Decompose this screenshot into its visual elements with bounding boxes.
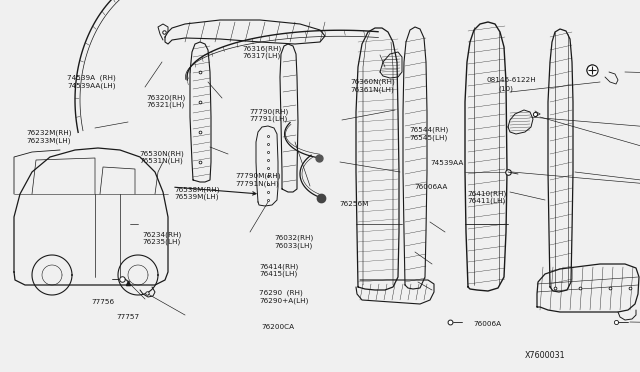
Text: 76290+A(LH): 76290+A(LH): [259, 297, 308, 304]
Text: 74539AA(LH): 74539AA(LH): [67, 82, 116, 89]
Text: 76200CA: 76200CA: [261, 324, 294, 330]
Text: (10): (10): [498, 85, 513, 92]
Text: 77757: 77757: [116, 314, 140, 320]
Text: 76415(LH): 76415(LH): [259, 271, 298, 278]
Text: 77756: 77756: [92, 299, 115, 305]
Text: X7600031: X7600031: [525, 351, 565, 360]
Text: 76414(RH): 76414(RH): [259, 263, 298, 270]
Text: 76545(LH): 76545(LH): [410, 134, 448, 141]
Text: 76360N(RH): 76360N(RH): [351, 78, 396, 85]
Text: 76317(LH): 76317(LH): [242, 52, 280, 59]
Text: 76256M: 76256M: [339, 201, 369, 207]
Text: 76316(RH): 76316(RH): [242, 45, 281, 52]
Text: 77790M(RH): 77790M(RH): [236, 173, 281, 179]
Text: 76232M(RH): 76232M(RH): [27, 130, 72, 137]
Text: 76410(RH): 76410(RH): [467, 190, 506, 197]
Text: 76032(RH): 76032(RH): [274, 235, 313, 241]
Text: 76531N(LH): 76531N(LH): [140, 157, 183, 164]
Text: 76006AA: 76006AA: [415, 184, 448, 190]
Text: 76234(RH): 76234(RH): [142, 231, 181, 238]
Text: 76233M(LH): 76233M(LH): [27, 137, 72, 144]
Text: 76361N(LH): 76361N(LH): [351, 86, 394, 93]
Text: 76290  (RH): 76290 (RH): [259, 290, 303, 296]
Text: 76235(LH): 76235(LH): [142, 238, 180, 245]
Text: 77791N(LH): 77791N(LH): [236, 180, 279, 187]
Text: 76539M(LH): 76539M(LH): [174, 194, 219, 201]
Text: 76530N(RH): 76530N(RH): [140, 150, 184, 157]
Text: 76320(RH): 76320(RH): [146, 94, 185, 101]
Text: 76544(RH): 76544(RH): [410, 127, 449, 134]
Text: 76538M(RH): 76538M(RH): [174, 186, 220, 193]
Text: 76411(LH): 76411(LH): [467, 198, 506, 204]
Text: 76321(LH): 76321(LH): [146, 101, 184, 108]
Text: 74539A  (RH): 74539A (RH): [67, 75, 116, 81]
Text: 74539AA: 74539AA: [430, 160, 463, 166]
Text: 76033(LH): 76033(LH): [274, 242, 312, 249]
Text: 08146-6122H: 08146-6122H: [486, 77, 536, 83]
Text: 77791(LH): 77791(LH): [250, 116, 288, 122]
Text: 77790(RH): 77790(RH): [250, 108, 289, 115]
Text: 76006A: 76006A: [474, 321, 502, 327]
